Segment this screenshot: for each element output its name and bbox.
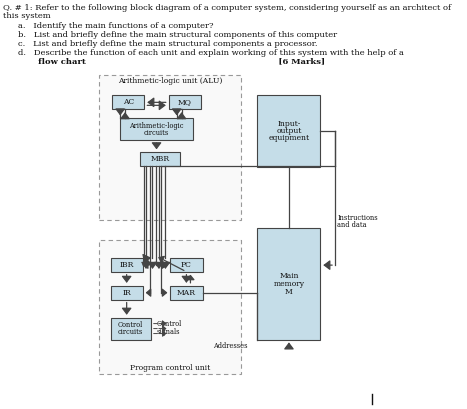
Text: IBR: IBR bbox=[120, 261, 134, 269]
Text: IR: IR bbox=[122, 289, 131, 297]
Text: Instructions: Instructions bbox=[337, 214, 378, 222]
Text: Input-: Input- bbox=[277, 120, 301, 128]
Text: Program control unit: Program control unit bbox=[130, 364, 210, 373]
Bar bbox=[169, 95, 201, 109]
Text: Arithmetic-logic: Arithmetic-logic bbox=[129, 122, 184, 130]
Text: output: output bbox=[276, 127, 302, 135]
Text: Q. # 1: Refer to the following block diagram of a computer system, considering y: Q. # 1: Refer to the following block dia… bbox=[3, 4, 451, 12]
Text: signals: signals bbox=[156, 328, 180, 335]
Text: circuits: circuits bbox=[144, 129, 169, 137]
Bar bbox=[111, 286, 143, 300]
Text: this system: this system bbox=[3, 12, 51, 20]
Bar bbox=[111, 318, 151, 339]
Text: equipment: equipment bbox=[269, 134, 310, 142]
Text: Control: Control bbox=[156, 319, 182, 328]
Text: AC: AC bbox=[123, 98, 134, 106]
Bar bbox=[170, 286, 203, 300]
Text: flow chart                                                                   [6 : flow chart [6 bbox=[19, 58, 325, 65]
Text: MBR: MBR bbox=[150, 155, 170, 163]
Text: c.   List and briefly define the main structural components a processor.: c. List and briefly define the main stru… bbox=[19, 40, 318, 47]
Bar bbox=[99, 240, 241, 374]
Text: and data: and data bbox=[337, 221, 367, 229]
Text: M: M bbox=[285, 288, 293, 296]
Text: PC: PC bbox=[181, 261, 192, 269]
Text: MQ: MQ bbox=[178, 98, 192, 106]
Bar bbox=[99, 75, 241, 220]
Bar bbox=[257, 228, 320, 339]
Text: d.   Describe the function of each unit and explain working of this system with : d. Describe the function of each unit an… bbox=[19, 49, 404, 56]
Text: a.   Identify the main functions of a computer?: a. Identify the main functions of a comp… bbox=[19, 22, 214, 29]
Text: Arithmetic-logic unit (ALU): Arithmetic-logic unit (ALU) bbox=[118, 77, 222, 85]
Bar bbox=[112, 95, 144, 109]
Bar bbox=[120, 118, 193, 140]
Bar bbox=[111, 258, 143, 272]
Text: Main: Main bbox=[279, 272, 299, 280]
Text: circuits: circuits bbox=[118, 328, 143, 336]
Text: Addresses: Addresses bbox=[213, 342, 247, 350]
Text: b.   List and briefly define the main structural components of this computer: b. List and briefly define the main stru… bbox=[19, 31, 338, 38]
Text: MAR: MAR bbox=[177, 289, 196, 297]
Bar bbox=[257, 95, 320, 167]
Bar bbox=[140, 152, 180, 166]
Bar bbox=[170, 258, 203, 272]
Text: memory: memory bbox=[274, 280, 304, 288]
Text: Control: Control bbox=[118, 321, 143, 329]
